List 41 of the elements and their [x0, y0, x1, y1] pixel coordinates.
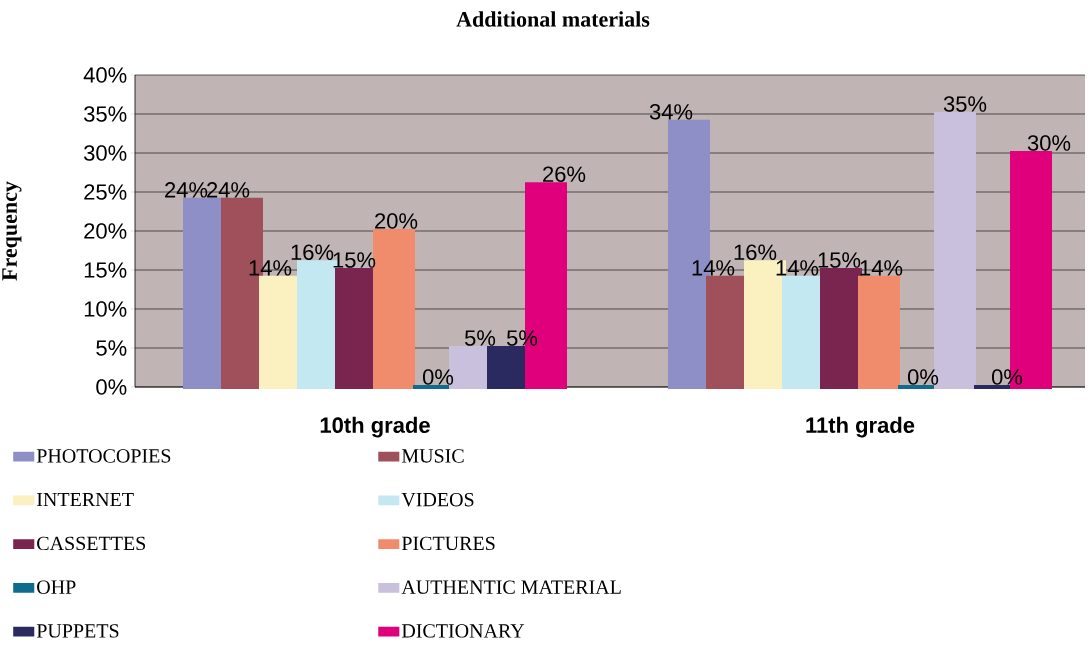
legend-label: OHP [37, 580, 76, 594]
data-label: 14% [860, 260, 903, 276]
y-axis-title: Frequency [2, 181, 22, 281]
y-tick-label: 25% [84, 184, 127, 200]
legend-label: CASSETTES [37, 536, 146, 551]
legend-label: MUSIC [401, 449, 464, 463]
legend-label: AUTHENTIC MATERIAL [401, 580, 621, 594]
y-tick-label: 5% [96, 340, 127, 356]
x-tick-label: 11th grade [806, 416, 915, 438]
data-label: 15% [333, 252, 376, 268]
y-tick-label: 35% [84, 106, 127, 122]
data-label: 35% [943, 96, 987, 112]
y-tick-label: 40% [83, 67, 127, 83]
data-label: 16% [291, 244, 334, 261]
chart-title: Additional materials [456, 11, 650, 27]
data-label: 0% [422, 369, 454, 385]
data-label: 24% [165, 182, 208, 198]
data-label: 14% [776, 260, 819, 276]
legend-label: DICTIONARY [401, 624, 525, 638]
legend-label: VIDEOS [401, 492, 474, 507]
y-tick-label: 15% [84, 262, 127, 278]
data-label: 34% [649, 104, 693, 120]
data-label: 0% [907, 369, 939, 385]
y-tick-label: 20% [84, 223, 127, 239]
data-label: 5% [464, 330, 496, 346]
data-label: 24% [207, 182, 250, 198]
legend-label: PICTURES [401, 536, 495, 551]
data-label: 30% [1027, 135, 1071, 151]
legend-label: PUPPETS [36, 624, 119, 638]
y-tick-label: 30% [84, 145, 127, 161]
data-label: 20% [375, 213, 418, 229]
legend-label: PHOTOCOPIES [36, 449, 171, 463]
data-label: 16% [734, 244, 777, 261]
y-tick-label: 10% [84, 301, 127, 317]
y-tick-label: 0% [96, 379, 127, 395]
data-label: 14% [249, 260, 292, 276]
data-label: 15% [818, 252, 861, 268]
data-label: 26% [543, 166, 586, 183]
data-label: 14% [692, 260, 735, 276]
x-tick-label: 10th grade [320, 416, 430, 438]
legend-label: INTERNET [37, 493, 134, 507]
